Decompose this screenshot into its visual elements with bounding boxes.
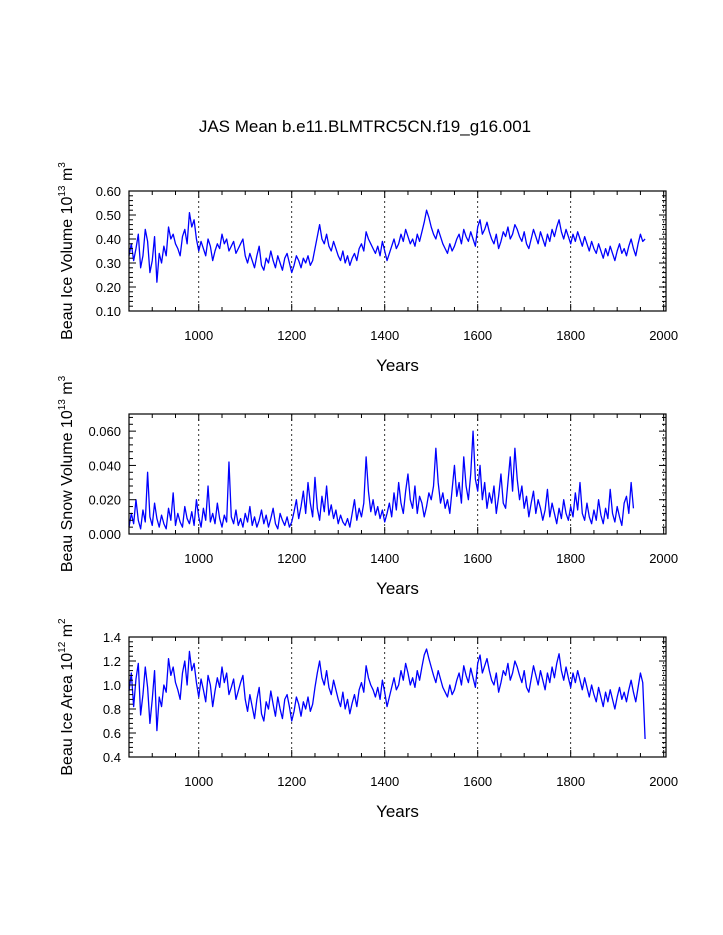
- x-tick-label: 2000: [649, 328, 678, 343]
- y-axis-label: Beau Ice Volume 1013 m3: [57, 162, 76, 340]
- x-tick-label: 1800: [556, 774, 585, 789]
- y-tick-label: 0.000: [88, 527, 121, 542]
- x-tick-label: 1800: [556, 551, 585, 566]
- y-tick-label: 0.8: [103, 702, 121, 717]
- y-tick-label: 0.020: [88, 493, 121, 508]
- series-line: [128, 430, 635, 530]
- y-tick-label: 0.10: [96, 304, 121, 319]
- x-tick-label: 1400: [370, 328, 399, 343]
- panel-ice-area: 1000 1200 1400 1600 1800 2000 0.4 0.6 0.8 1.0 1.2 1…: [57, 618, 678, 821]
- x-tick-label: 1000: [184, 328, 213, 343]
- y-tick-label: 0.4: [103, 750, 121, 765]
- y-tick-label: 0.30: [96, 256, 121, 271]
- y-axis-label: Beau Ice Area 1012 m2: [57, 618, 76, 776]
- x-tick-label: 1000: [184, 551, 213, 566]
- x-tick-label: 1200: [277, 774, 306, 789]
- y-tick-label: 1.0: [103, 678, 121, 693]
- y-tick-label: 0.40: [96, 232, 121, 247]
- x-tick-label: 2000: [649, 774, 678, 789]
- panel-ice-volume: 1000 1200 1400 1600 1800 2000 0.10 0.20 0.30 0.40…: [57, 162, 678, 375]
- x-axis-label: Years: [376, 802, 419, 821]
- x-tick-label: 1800: [556, 328, 585, 343]
- x-tick-label: 1000: [184, 774, 213, 789]
- panel-snow-volume: 1000 1200 1400 1600 1800 2000 0.000 0.020 0.040 0…: [57, 375, 678, 598]
- x-tick-label: 1600: [463, 551, 492, 566]
- x-tick-label: 1600: [463, 328, 492, 343]
- y-tick-label: 0.040: [88, 458, 121, 473]
- plot-frame: [128, 636, 667, 758]
- plot-frame: [128, 413, 667, 535]
- x-axis-label: Years: [376, 356, 419, 375]
- x-tick-label: 1400: [370, 551, 399, 566]
- x-axis-label: Years: [376, 579, 419, 598]
- x-tick-label: 1200: [277, 328, 306, 343]
- x-tick-label: 1200: [277, 551, 306, 566]
- y-tick-label: 1.2: [103, 654, 121, 669]
- series-line: [128, 648, 646, 740]
- y-tick-label: 0.6: [103, 726, 121, 741]
- x-tick-label: 2000: [649, 551, 678, 566]
- plot-frame: [128, 190, 667, 312]
- y-tick-label: 0.060: [88, 424, 121, 439]
- x-tick-label: 1400: [370, 774, 399, 789]
- figure-title: JAS Mean b.e11.BLMTRC5CN.f19_g16.001: [199, 117, 531, 136]
- series-line: [128, 209, 646, 283]
- y-tick-label: 0.20: [96, 280, 121, 295]
- y-tick-label: 0.60: [96, 184, 121, 199]
- y-tick-label: 0.50: [96, 208, 121, 223]
- y-tick-label: 1.4: [103, 630, 121, 645]
- y-axis-label: Beau Snow Volume 1013 m3: [57, 375, 76, 572]
- x-tick-label: 1600: [463, 774, 492, 789]
